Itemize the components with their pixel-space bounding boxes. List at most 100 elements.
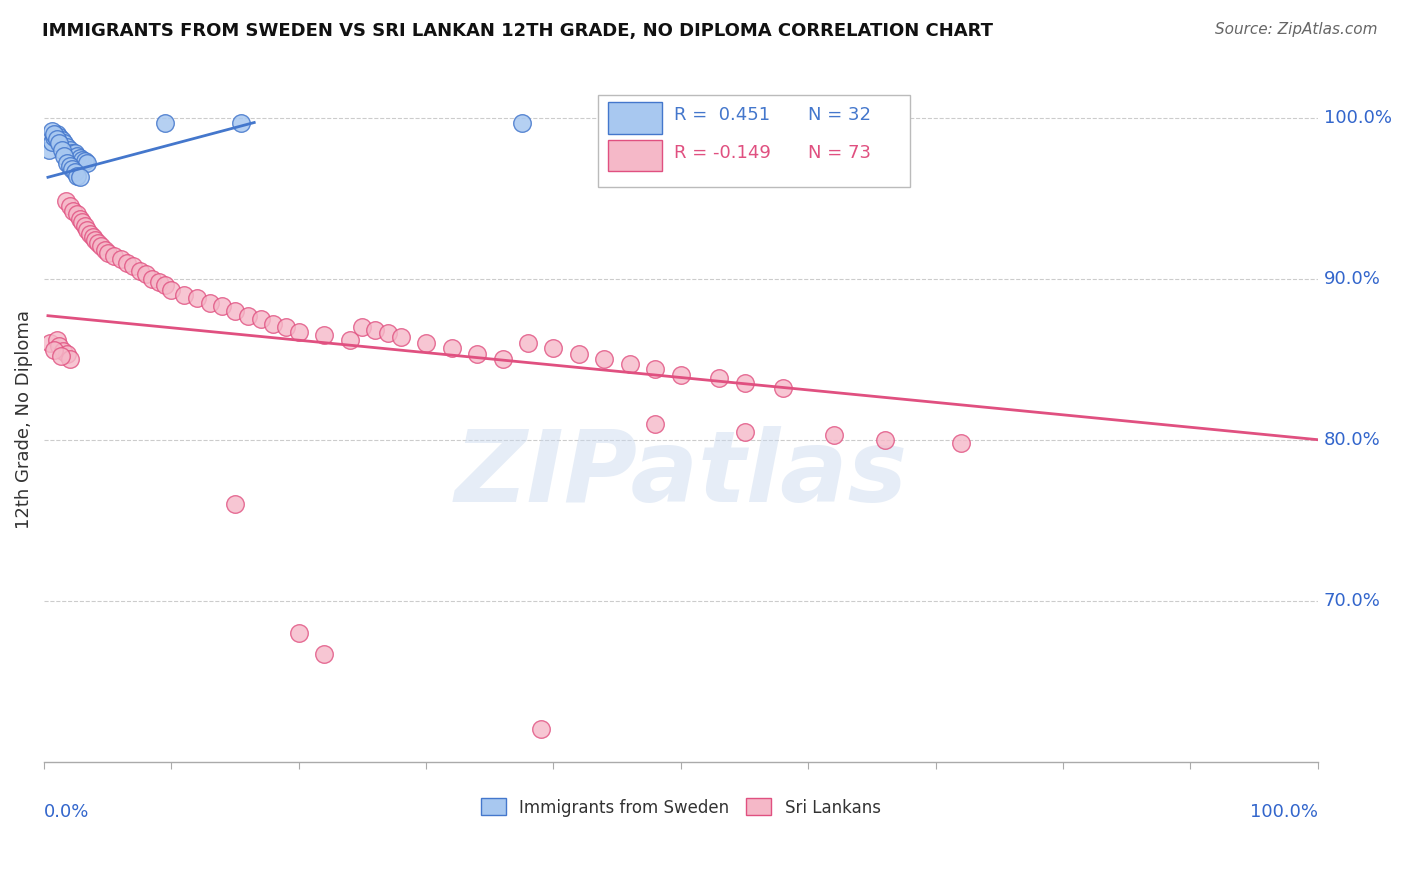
- Point: [211, 299, 233, 313]
- Point: [224, 497, 246, 511]
- Text: R =  0.451: R = 0.451: [675, 106, 770, 124]
- Point: [66, 169, 89, 183]
- Point: [314, 647, 336, 661]
- Point: [38, 143, 60, 157]
- Point: [707, 371, 730, 385]
- Point: [231, 115, 253, 129]
- Point: [41, 123, 63, 137]
- Point: [49, 349, 72, 363]
- Point: [593, 352, 616, 367]
- Point: [44, 130, 66, 145]
- Text: 0.0%: 0.0%: [44, 803, 90, 821]
- Point: [543, 341, 565, 355]
- Point: [56, 139, 79, 153]
- Point: [465, 347, 488, 361]
- Point: [491, 352, 513, 367]
- Point: [148, 275, 170, 289]
- Point: [262, 317, 284, 331]
- Point: [60, 146, 83, 161]
- Point: [135, 267, 157, 281]
- Point: [58, 199, 80, 213]
- Point: [94, 243, 117, 257]
- Point: [60, 162, 83, 177]
- Point: [86, 236, 108, 251]
- Point: [79, 227, 101, 241]
- Point: [122, 259, 145, 273]
- FancyBboxPatch shape: [609, 140, 662, 171]
- Point: [173, 287, 195, 301]
- Point: [823, 427, 845, 442]
- Point: [734, 425, 756, 439]
- Point: [56, 155, 79, 169]
- Text: N = 32: N = 32: [808, 106, 872, 124]
- Text: 100.0%: 100.0%: [1324, 109, 1392, 127]
- Point: [198, 295, 221, 310]
- Point: [58, 159, 80, 173]
- Point: [58, 352, 80, 367]
- Point: [45, 127, 67, 141]
- Point: [153, 278, 176, 293]
- Text: R = -0.149: R = -0.149: [675, 145, 772, 162]
- Point: [274, 320, 297, 334]
- Point: [160, 283, 183, 297]
- Point: [69, 212, 91, 227]
- Point: [517, 336, 540, 351]
- Point: [76, 155, 98, 169]
- Point: [44, 343, 66, 357]
- FancyBboxPatch shape: [609, 102, 662, 134]
- Point: [56, 347, 79, 361]
- Point: [41, 135, 63, 149]
- Point: [53, 136, 76, 151]
- Point: [103, 249, 125, 263]
- Point: [82, 229, 104, 244]
- Point: [115, 255, 138, 269]
- Point: [772, 381, 794, 395]
- Text: 70.0%: 70.0%: [1324, 591, 1381, 609]
- Point: [339, 333, 361, 347]
- Text: 80.0%: 80.0%: [1324, 431, 1381, 449]
- Point: [51, 133, 73, 147]
- Point: [734, 376, 756, 391]
- Point: [249, 312, 271, 326]
- Point: [66, 149, 89, 163]
- Point: [530, 723, 553, 737]
- Point: [224, 304, 246, 318]
- Point: [153, 115, 176, 129]
- Point: [440, 341, 463, 355]
- Point: [63, 165, 86, 179]
- Point: [44, 127, 66, 141]
- Point: [76, 223, 98, 237]
- Point: [128, 263, 150, 277]
- Point: [510, 115, 533, 129]
- Point: [644, 361, 666, 376]
- Point: [873, 433, 896, 447]
- Point: [72, 215, 94, 229]
- Point: [55, 194, 77, 209]
- Text: Source: ZipAtlas.com: Source: ZipAtlas.com: [1215, 22, 1378, 37]
- FancyBboxPatch shape: [598, 95, 910, 187]
- Point: [69, 170, 91, 185]
- Text: N = 73: N = 73: [808, 145, 872, 162]
- Point: [62, 204, 84, 219]
- Point: [90, 239, 112, 253]
- Text: ZIPatlas: ZIPatlas: [454, 425, 907, 523]
- Point: [72, 153, 94, 167]
- Point: [949, 436, 972, 450]
- Point: [51, 143, 73, 157]
- Point: [84, 233, 107, 247]
- Point: [69, 151, 91, 165]
- Point: [66, 207, 89, 221]
- Point: [288, 625, 311, 640]
- Point: [73, 219, 96, 233]
- Point: [377, 326, 399, 341]
- Point: [97, 246, 120, 260]
- Point: [352, 320, 374, 334]
- Point: [39, 336, 62, 351]
- Point: [389, 329, 412, 343]
- Point: [48, 339, 70, 353]
- Point: [644, 115, 666, 129]
- Point: [619, 357, 641, 371]
- Point: [364, 323, 387, 337]
- Point: [644, 417, 666, 431]
- Point: [186, 291, 208, 305]
